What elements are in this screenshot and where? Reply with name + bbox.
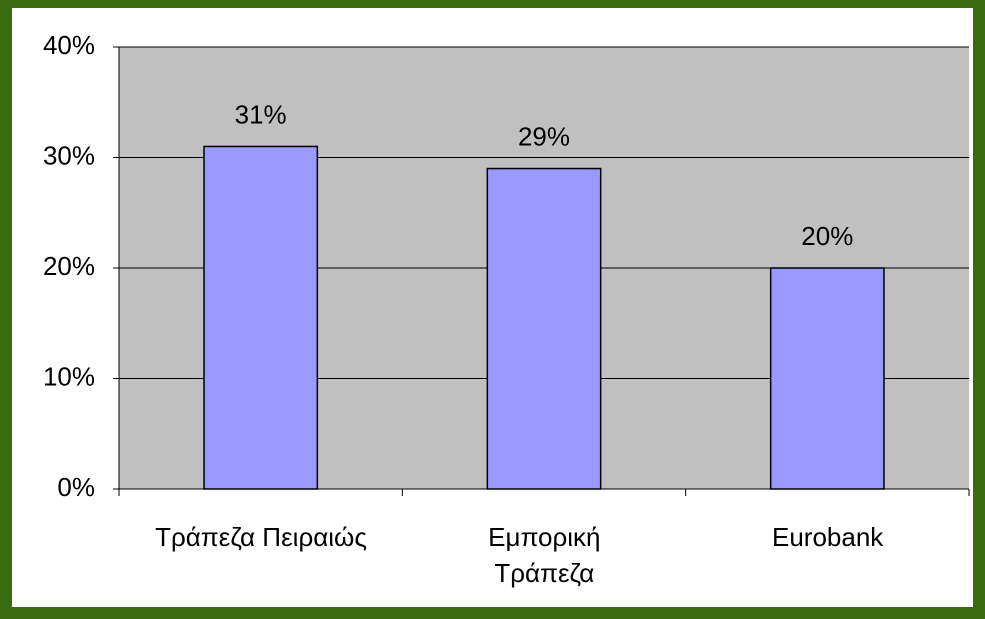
data-label: 29% [518, 121, 570, 151]
y-tick-label: 0% [57, 472, 95, 502]
y-tick-label: 30% [43, 140, 95, 170]
x-tick-label: Τράπεζα Πειραιώς [155, 522, 367, 552]
data-label: 20% [801, 221, 853, 251]
bar [486, 167, 602, 490]
y-tick-label: 20% [43, 251, 95, 281]
x-tick-label: Εμπορική Τράπεζα [488, 522, 601, 588]
x-tick-label: Eurobank [772, 522, 884, 552]
y-tick-label: 40% [43, 30, 95, 60]
y-tick-label: 10% [43, 361, 95, 391]
bar [203, 145, 319, 490]
data-label: 31% [235, 99, 287, 129]
bar [769, 267, 885, 490]
